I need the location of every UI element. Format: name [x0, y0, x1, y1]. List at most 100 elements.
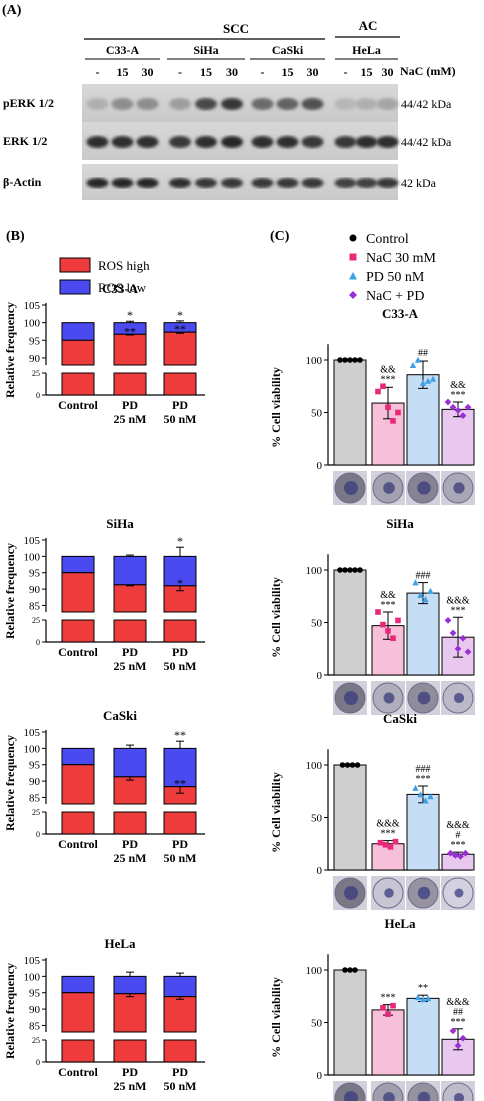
data-point — [380, 383, 386, 390]
bar-ros-high-lower — [163, 372, 197, 396]
y-tick-label: 105 — [24, 300, 41, 312]
x-category-label: 25 nM — [114, 1079, 147, 1093]
significance-marker: ### — [416, 764, 431, 775]
x-category-label: PD — [122, 645, 138, 659]
data-point — [419, 996, 427, 1003]
y-tick-label: 85 — [29, 1020, 41, 1032]
blot-band — [221, 178, 243, 188]
y-tick-label: 100 — [306, 965, 323, 977]
colony-well — [372, 1082, 404, 1101]
x-category-label: 50 nM — [164, 659, 197, 673]
significance-marker: && — [450, 380, 466, 391]
colony-spot — [453, 692, 465, 704]
x-category-label: 25 nM — [114, 851, 147, 865]
blot-band — [86, 98, 109, 110]
x-category-label: Control — [58, 645, 98, 659]
y-tick-label: 100 — [24, 551, 41, 563]
data-point — [354, 762, 361, 768]
bar-ros-high — [163, 331, 197, 366]
data-point — [339, 762, 346, 768]
blot-band — [195, 178, 217, 188]
significance-marker: && — [380, 590, 396, 601]
x-category-label: 25 nM — [114, 412, 147, 426]
blot-band — [86, 136, 109, 148]
blot-band — [355, 98, 378, 110]
data-point — [342, 567, 348, 573]
y-tick-label: 90 — [29, 776, 41, 788]
y-tick-label: 50 — [311, 618, 323, 630]
data-point — [454, 645, 462, 653]
panel-c-cell-viability: (C) Control NaC 30 mM PD 50 nM NaC + PD C33… — [269, 229, 475, 1101]
legend-marker-nac-pd — [349, 291, 357, 299]
viability-bar — [441, 408, 475, 466]
blot-band — [376, 136, 399, 148]
blot-row-label: pERK 1/2 — [3, 96, 54, 110]
blot-row-kda: 44/42 kDa — [401, 97, 452, 111]
data-point — [352, 567, 358, 573]
lane-label: 15 — [361, 65, 373, 79]
blot-band — [221, 98, 243, 110]
bar-ros-high-lower — [61, 619, 95, 643]
bar-ros-low — [113, 975, 147, 995]
viability-bar — [333, 569, 367, 676]
data-point — [409, 361, 417, 369]
blot-band — [111, 178, 134, 188]
legend-marker-control — [349, 234, 357, 242]
cell-line-caski: CaSki — [272, 43, 304, 57]
significance-marker: *** — [381, 600, 396, 611]
bar-ros-high-lower — [113, 1039, 147, 1063]
y-tick-label: 100 — [24, 318, 41, 330]
y-tick-label: 25 — [32, 369, 40, 378]
y-tick-label: 100 — [24, 743, 41, 755]
bar-ros-low — [163, 747, 197, 788]
bar-ros-high-lower — [61, 811, 95, 835]
data-point — [377, 839, 384, 846]
cell-line-c33-a: C33-A — [106, 43, 140, 57]
colony-spot — [417, 691, 431, 705]
data-point — [412, 579, 419, 586]
data-point — [349, 762, 356, 768]
y-tick-label: 0 — [317, 865, 323, 877]
data-point — [459, 412, 467, 420]
data-point — [344, 762, 351, 768]
y-axis-label: Relative frequency — [3, 963, 17, 1059]
data-point — [392, 838, 399, 845]
data-point — [444, 617, 452, 624]
lane-label: 15 — [200, 65, 212, 79]
data-point — [390, 418, 396, 424]
data-point — [424, 377, 432, 384]
ros-chart-siha: SiHa Relative frequency 85 90 95 100 105 0 25 Con… — [3, 516, 205, 673]
chart-title: CaSki — [383, 711, 417, 726]
significance-marker: *** — [381, 829, 396, 840]
y-axis-label: % Cell viability — [269, 772, 283, 853]
data-point — [375, 388, 381, 395]
x-category-label: Control — [58, 1065, 98, 1079]
viability-bar — [406, 997, 440, 1076]
y-tick-label: 95 — [29, 335, 41, 347]
y-tick-label: 95 — [29, 988, 41, 1000]
chart-title: SiHa — [386, 516, 414, 531]
data-point — [385, 404, 391, 411]
y-axis-label: % Cell viability — [269, 577, 283, 658]
data-point — [357, 567, 363, 573]
bar-ros-low — [61, 747, 95, 766]
significance-marker: *** — [451, 605, 466, 616]
blot-row-kda: 42 kDa — [401, 176, 437, 190]
chart-title: HeLa — [384, 916, 416, 931]
colony-spot — [344, 1091, 358, 1101]
legend-label: PD 50 nM — [366, 270, 425, 285]
lane-label: - — [261, 65, 265, 79]
bar-ros-low — [61, 555, 95, 574]
blot-band — [169, 178, 191, 188]
bar-ros-high — [61, 572, 95, 613]
significance-marker: * — [177, 308, 183, 322]
bar-ros-high-lower — [163, 811, 197, 835]
significance-marker: ** — [174, 728, 186, 742]
data-point — [427, 793, 434, 800]
blot-band — [376, 98, 399, 110]
viability-bar — [333, 359, 367, 466]
colony-spot — [383, 482, 395, 494]
y-axis-label: Relative frequency — [3, 543, 17, 639]
viability-bar — [371, 1009, 405, 1076]
